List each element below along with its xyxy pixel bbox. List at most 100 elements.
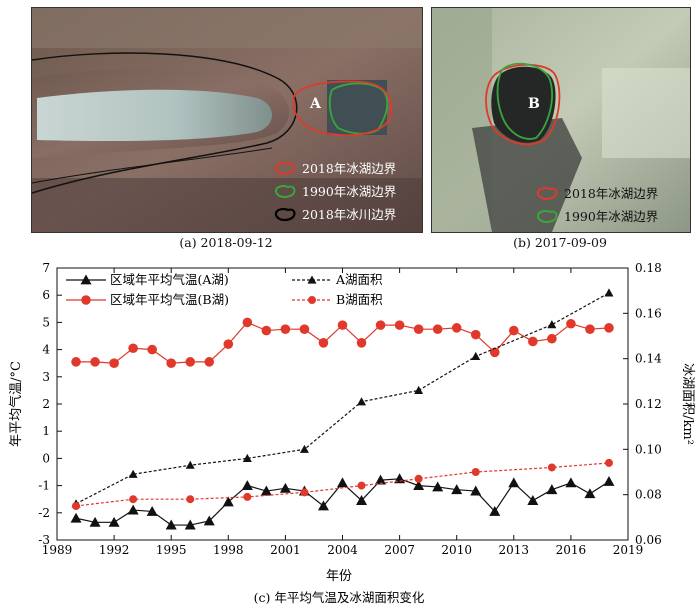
temperature-area-chart: 1989 1992 1995 1998 2001 2004 2007 2010 2013 2016… (8, 261, 695, 605)
y-left-tick-label: 5 (42, 315, 50, 329)
chart-caption: (c) 年平均气温及冰湖面积变化 (254, 590, 425, 605)
satellite-image-b (432, 8, 690, 232)
triangle-marker (307, 275, 317, 284)
green-outline-icon (274, 184, 296, 198)
triangle-marker (165, 519, 177, 530)
triangle-marker (527, 495, 539, 505)
circle-marker (300, 488, 309, 497)
lake-b-boundary-2018 (485, 63, 561, 146)
series-line (75, 462, 610, 507)
circle-marker (81, 295, 91, 305)
circle-marker (166, 358, 176, 368)
triangle-marker (203, 515, 215, 526)
legend-item-lake-2018-b: 2018年冰湖边界 (534, 181, 658, 204)
x-tick-label: 1995 (156, 543, 187, 557)
series-1 (71, 317, 614, 368)
satellite-image-a (32, 8, 422, 232)
y-right-tick-label: 0.10 (635, 442, 662, 456)
triangle-marker (547, 320, 557, 329)
legend-item: A湖面积 (292, 272, 383, 287)
triangle-marker (432, 481, 444, 492)
circle-marker (186, 495, 195, 504)
triangle-marker (317, 500, 329, 511)
y-right-tick-label: 0.08 (635, 488, 662, 502)
y-left-tick-label: 0 (42, 451, 50, 465)
circle-marker (432, 324, 443, 334)
y-right-tick-label: 0.06 (635, 533, 662, 547)
triangle-marker (337, 477, 348, 488)
triangle-marker (222, 496, 234, 507)
circle-marker (604, 323, 614, 333)
y-right-tick-label: 0.16 (635, 306, 662, 320)
legend-item: 区域年平均气温(B湖) (66, 292, 229, 307)
x-tick-label: 2001 (270, 543, 301, 557)
x-tick-label: 2004 (327, 543, 358, 557)
triangle-marker (184, 519, 196, 530)
triangle-marker (128, 469, 138, 478)
triangle-marker (357, 397, 367, 406)
circle-marker (471, 468, 480, 476)
y-left-tick-label: -3 (38, 533, 50, 547)
legend-label: B湖面积 (336, 292, 383, 307)
green-outline-icon (536, 209, 558, 223)
chart-axes: 1989 1992 1995 1998 2001 2004 2007 2010 2013 2016… (38, 261, 662, 557)
x-tick-label: 2019 (613, 543, 644, 557)
circle-marker (451, 323, 462, 333)
circle-marker (356, 338, 367, 348)
lake-a-boundary-2018 (292, 80, 392, 137)
triangle-marker (146, 505, 158, 516)
triangle-marker (603, 476, 615, 486)
lake-b-boundary-1990 (496, 62, 553, 140)
triangle-marker (356, 495, 368, 505)
y-left-tick-label: -1 (38, 479, 50, 493)
glacier-boundary-2018 (32, 52, 298, 194)
triangle-marker (299, 444, 309, 453)
circle-marker (489, 347, 500, 358)
circle-marker (223, 339, 234, 349)
triangle-marker (471, 351, 481, 360)
circle-marker (604, 458, 613, 467)
circle-marker (357, 481, 366, 490)
triangle-marker (546, 484, 558, 495)
legend-label: 区域年平均气温(A湖) (110, 272, 229, 287)
satellite-panel-b: B 2018年冰湖边界 1990年冰湖边界 (431, 7, 691, 233)
triangle-marker (80, 274, 92, 285)
y-left-tick-label: 6 (42, 288, 50, 302)
triangle-marker (185, 460, 195, 469)
x-axis-label: 年份 (326, 569, 352, 584)
circle-marker (375, 320, 386, 330)
triangle-marker (127, 504, 139, 515)
circle-marker (318, 338, 329, 348)
circle-marker (243, 492, 252, 501)
circle-marker (147, 344, 157, 355)
circle-marker (585, 324, 595, 334)
y-left-tick-label: 1 (42, 424, 50, 438)
triangle-marker (260, 485, 272, 496)
x-tick-label: 2007 (384, 543, 415, 557)
triangle-marker (604, 288, 614, 297)
triangle-marker (470, 485, 482, 496)
y-axis-left-label: 年平均气温/°C (8, 361, 24, 447)
x-tick-label: 1992 (99, 543, 130, 557)
y-right-tick-label: 0.18 (635, 261, 662, 275)
chart-plot (70, 288, 615, 530)
triangle-marker (241, 480, 253, 490)
black-outline-icon (274, 207, 296, 221)
series-line (75, 292, 610, 505)
legend-label: 区域年平均气温(B湖) (110, 292, 229, 307)
triangle-marker (413, 480, 425, 490)
circle-marker (299, 324, 310, 334)
y-axis-right-label: 冰湖面积/km² (680, 363, 695, 445)
y-right-tick-label: 0.12 (635, 397, 662, 411)
circle-marker (242, 317, 253, 328)
legend-item: B湖面积 (292, 292, 383, 307)
triangle-marker (70, 512, 82, 523)
legend-label: A湖面积 (335, 272, 383, 287)
x-tick-label: 2010 (441, 543, 472, 557)
circle-marker (547, 463, 556, 472)
triangle-marker (489, 505, 501, 516)
x-tick-label: 2013 (499, 543, 530, 557)
triangle-marker (451, 484, 463, 495)
circle-marker (413, 324, 424, 334)
